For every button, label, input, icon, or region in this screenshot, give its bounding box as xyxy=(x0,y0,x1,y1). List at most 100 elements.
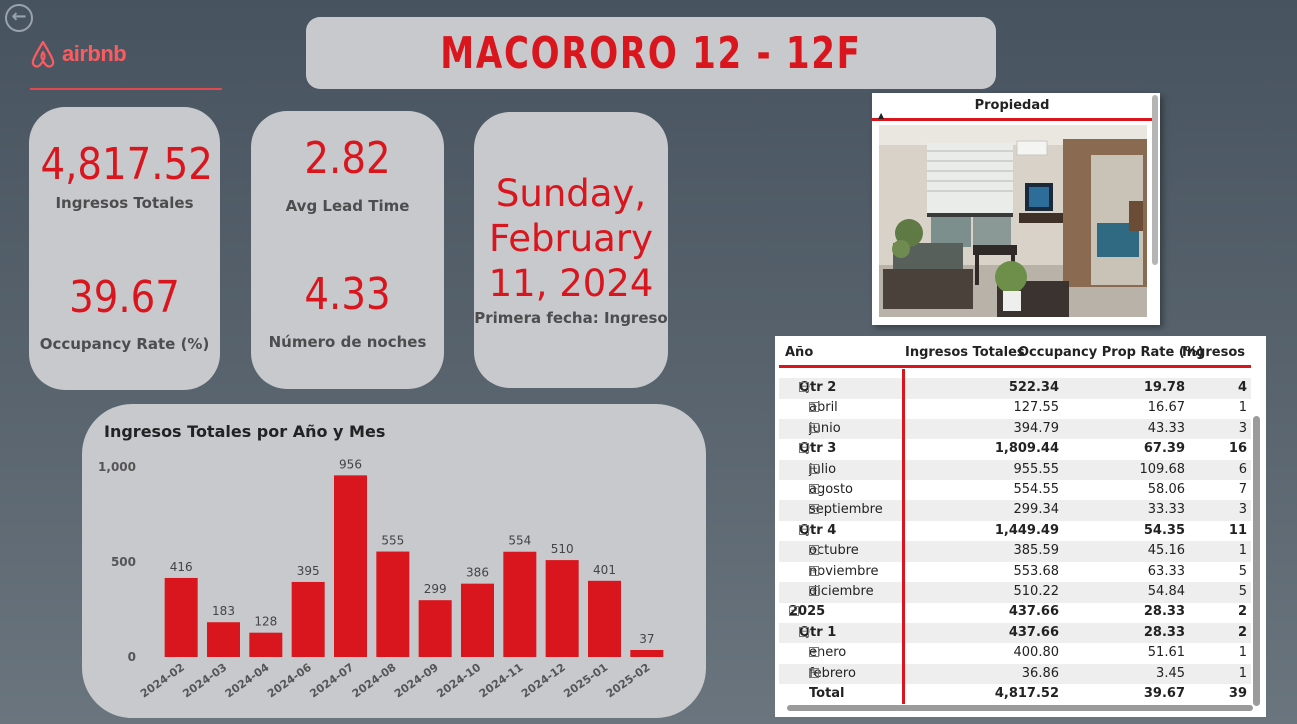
kpi-card-first-date: Sunday, February 11, 2024 Primera fecha:… xyxy=(474,112,668,388)
expand-icon[interactable]: + xyxy=(809,504,819,515)
table-header: Año Ingresos Totales Occupancy Prop Rate… xyxy=(779,342,1251,368)
bar[interactable] xyxy=(545,560,579,657)
table-row[interactable]: + febrero 36.86 3.45 1 xyxy=(779,663,1251,685)
bookings-cell: 2 xyxy=(1237,604,1247,620)
row-label: + octubre xyxy=(809,543,859,559)
table-row[interactable]: + octubre 385.59 45.16 1 xyxy=(779,541,1251,562)
kpi-card-lead-time: 2.82 Avg Lead Time 4.33 Número de noches xyxy=(251,111,444,389)
expand-icon[interactable]: + xyxy=(809,545,819,556)
total-revenue: 4,817.52 xyxy=(994,686,1059,701)
total-bookings: 39 xyxy=(1228,686,1247,701)
x-tick-label: 2024-03 xyxy=(180,661,229,701)
nights-label: Número de noches xyxy=(268,333,427,351)
table-horizontal-scrollbar[interactable] xyxy=(787,705,1253,711)
property-photo-card: Propiedad ▲ xyxy=(872,93,1160,325)
row-label: + noviembre xyxy=(809,563,879,579)
row-label: + febrero xyxy=(809,665,856,681)
airbnb-logo: airbnb xyxy=(30,36,150,72)
bar[interactable] xyxy=(587,580,622,657)
row-label: + diciembre xyxy=(809,584,874,599)
bar[interactable] xyxy=(206,622,241,657)
kpi-card-revenue: 4,817.52 Ingresos Totales 39.67 Occupanc… xyxy=(29,107,220,390)
sort-ascending-icon[interactable]: ▲ xyxy=(878,111,885,120)
table-row[interactable]: − Qtr 2 522.34 19.78 4 xyxy=(779,378,1251,399)
table-row[interactable]: + junio 394.79 43.33 3 xyxy=(779,418,1251,440)
table-row[interactable]: + septiembre 299.34 33.33 3 xyxy=(779,500,1251,521)
bookings-cell: 5 xyxy=(1238,563,1247,579)
x-tick-label: 2024-07 xyxy=(307,661,356,701)
row-label: −2025 xyxy=(789,604,826,620)
table-row[interactable]: − Qtr 4 1,449.49 54.35 11 xyxy=(779,521,1251,542)
y-tick-label: 1,000 xyxy=(98,460,136,474)
photo-scrollbar[interactable] xyxy=(1152,95,1158,265)
airbnb-icon xyxy=(31,40,55,68)
x-tick-label: 2025-02 xyxy=(604,661,653,701)
x-tick-label: 2024-12 xyxy=(519,661,568,701)
collapse-icon[interactable]: − xyxy=(799,443,809,454)
revenue-cell: 400.80 xyxy=(1013,645,1060,661)
row-label: + septiembre xyxy=(809,502,883,518)
nights-value: 4.33 xyxy=(304,269,391,320)
expand-icon[interactable]: + xyxy=(809,647,819,658)
row-label: − Qtr 2 xyxy=(799,380,837,395)
col-header-year[interactable]: Año xyxy=(785,345,814,360)
revenue-cell: 437.66 xyxy=(1008,604,1059,620)
bar[interactable] xyxy=(503,551,537,657)
expand-icon[interactable]: + xyxy=(809,422,819,433)
row-header-divider xyxy=(902,369,905,704)
collapse-icon[interactable]: − xyxy=(799,626,809,637)
occupancy-cell: 33.33 xyxy=(1147,502,1185,518)
revenue-cell: 36.86 xyxy=(1021,665,1059,681)
bookings-cell: 5 xyxy=(1238,584,1247,599)
table-row[interactable]: + abril 127.55 16.67 1 xyxy=(779,398,1251,419)
collapse-icon[interactable]: − xyxy=(789,606,799,617)
bar[interactable] xyxy=(333,475,368,657)
revenue-matrix-table: Año Ingresos Totales Occupancy Prop Rate… xyxy=(775,336,1266,717)
row-label: − Qtr 4 xyxy=(799,522,837,538)
bar[interactable] xyxy=(164,577,198,657)
table-row[interactable]: + julio 955.55 109.68 6 xyxy=(779,459,1251,481)
occupancy-rate-label: Occupancy Rate (%) xyxy=(39,335,210,353)
table-row[interactable]: −2025 437.66 28.33 2 xyxy=(779,602,1251,623)
col-header-occupancy[interactable]: Occupancy Prop Rate (%) xyxy=(1018,345,1204,360)
property-photo xyxy=(879,125,1147,317)
bar[interactable] xyxy=(630,649,664,657)
bar[interactable] xyxy=(249,632,283,657)
table-vertical-scrollbar[interactable] xyxy=(1253,416,1260,706)
expand-icon[interactable]: + xyxy=(809,586,819,596)
table-row[interactable]: + diciembre 510.22 54.84 5 xyxy=(779,582,1251,603)
occupancy-cell: 16.67 xyxy=(1147,400,1185,416)
table-row[interactable]: − Qtr 3 1,809.44 67.39 16 xyxy=(779,439,1251,460)
occupancy-cell: 63.33 xyxy=(1147,563,1185,579)
collapse-icon[interactable]: − xyxy=(799,382,809,392)
occupancy-cell: 3.45 xyxy=(1156,665,1185,681)
revenue-cell: 394.79 xyxy=(1013,420,1060,436)
table-row[interactable]: + agosto 554.55 58.06 7 xyxy=(779,480,1251,501)
bookings-cell: 1 xyxy=(1238,543,1247,559)
expand-icon[interactable]: + xyxy=(809,463,819,474)
table-row[interactable]: + enero 400.80 51.61 1 xyxy=(779,643,1251,664)
bookings-cell: 3 xyxy=(1238,420,1247,436)
property-header[interactable]: Propiedad xyxy=(872,93,1152,121)
back-button[interactable]: ← xyxy=(5,4,33,32)
table-row[interactable]: − Qtr 1 437.66 28.33 2 xyxy=(779,622,1251,644)
total-occupancy: 39.67 xyxy=(1143,686,1185,701)
y-tick-label: 0 xyxy=(128,650,136,664)
occupancy-cell: 67.39 xyxy=(1143,441,1185,457)
expand-icon[interactable]: + xyxy=(809,667,819,678)
expand-icon[interactable]: + xyxy=(809,565,819,576)
bookings-cell: 3 xyxy=(1238,502,1247,518)
total-revenue-label: Ingresos Totales xyxy=(55,194,194,212)
col-header-revenue[interactable]: Ingresos Totales xyxy=(905,345,1025,360)
collapse-icon[interactable]: − xyxy=(799,524,809,535)
bar[interactable] xyxy=(460,583,495,657)
bookings-cell: 16 xyxy=(1228,441,1247,457)
bar[interactable] xyxy=(291,581,325,657)
bar[interactable] xyxy=(376,551,410,657)
table-row[interactable]: + noviembre 553.68 63.33 5 xyxy=(779,562,1251,583)
col-header-bookings[interactable]: Ingresos xyxy=(1181,345,1245,360)
expand-icon[interactable]: + xyxy=(809,402,819,413)
expand-icon[interactable]: + xyxy=(809,484,819,494)
bookings-cell: 7 xyxy=(1238,482,1247,497)
bar[interactable] xyxy=(418,600,452,657)
